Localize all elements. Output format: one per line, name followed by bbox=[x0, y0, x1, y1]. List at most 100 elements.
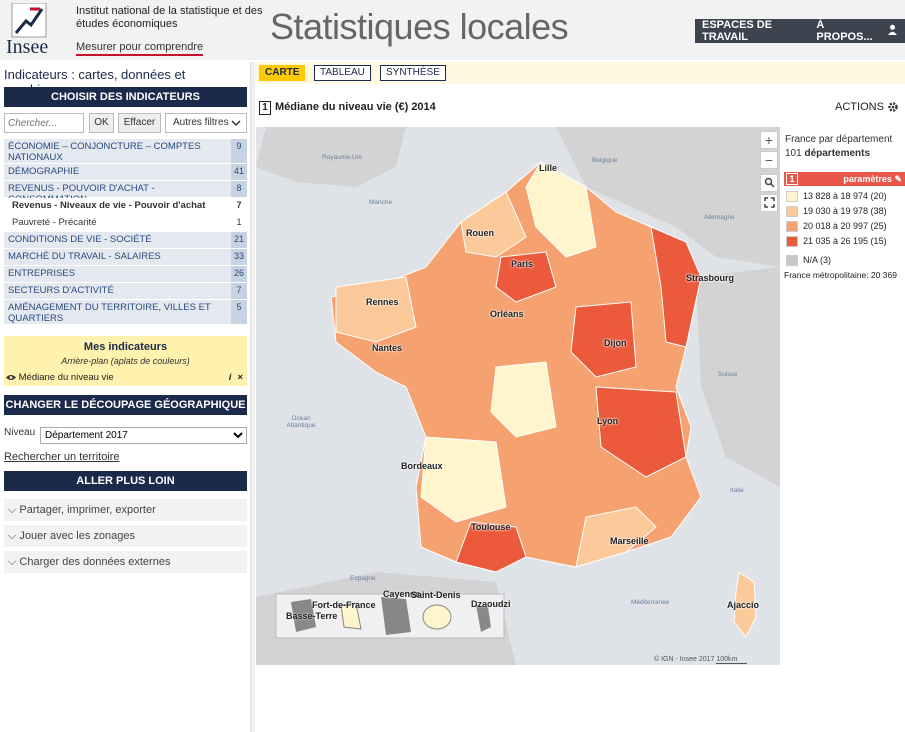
insee-logo[interactable] bbox=[4, 3, 60, 57]
subcategory-pauvrete[interactable]: Pauvreté - Précarité 1 bbox=[4, 215, 247, 232]
legend-number: 1 bbox=[786, 173, 798, 185]
map-attribution: © IGN - Insee 2017 100km bbox=[654, 656, 748, 664]
level-label: Niveau bbox=[4, 427, 36, 438]
level-select[interactable]: Département 2017 bbox=[40, 427, 247, 444]
legend-count: 101 bbox=[785, 148, 802, 159]
accordion-share[interactable]: ⌵ Partager, imprimer, exporter bbox=[4, 499, 247, 521]
my-indicator-item[interactable]: Médiane du niveau vie i × bbox=[6, 372, 245, 383]
category-conditions-vie[interactable]: CONDITIONS DE VIE - SOCIÉTÉ 21 bbox=[4, 232, 247, 249]
legend-swatch bbox=[786, 206, 798, 218]
top-nav: ESPACES DE TRAVAIL À PROPOS... bbox=[695, 19, 905, 43]
legend-class-label: 19 030 à 19 978 (38) bbox=[803, 206, 887, 216]
tab-carte[interactable]: CARTE bbox=[259, 65, 306, 81]
tagline: Mesurer pour comprendre bbox=[76, 41, 204, 56]
user-icon[interactable] bbox=[880, 24, 905, 38]
city-label: Rennes bbox=[366, 297, 399, 307]
search-row: OK Effacer Autres filtres bbox=[4, 113, 247, 133]
actions-menu[interactable]: ACTIONS bbox=[835, 101, 899, 113]
region-label: Manche bbox=[369, 199, 393, 206]
map-canvas bbox=[256, 127, 780, 665]
nav-workspaces[interactable]: ESPACES DE TRAVAIL bbox=[702, 19, 773, 43]
legend-unit: départements bbox=[804, 148, 871, 159]
city-label: Orléans bbox=[490, 309, 524, 319]
accordion-label: Jouer avec les zonages bbox=[19, 530, 135, 542]
info-icon[interactable]: i bbox=[228, 372, 232, 383]
subcategory-niveaux-vie[interactable]: Revenus - Niveaux de vie - Pouvoir d'ach… bbox=[4, 198, 247, 215]
legend-params: paramètres ✎ bbox=[843, 172, 902, 186]
city-label: Rouen bbox=[466, 228, 494, 238]
category-label: Pauvreté - Précarité bbox=[12, 217, 97, 228]
search-input[interactable] bbox=[4, 113, 84, 133]
category-count: 5 bbox=[231, 300, 247, 324]
tab-synthese[interactable]: SYNTHÈSE bbox=[380, 65, 446, 81]
category-label: DÉMOGRAPHIE bbox=[8, 166, 80, 177]
region-label: Océan Atlantique bbox=[286, 415, 316, 429]
change-geography-button[interactable]: CHANGER LE DÉCOUPAGE GÉOGRAPHIQUE bbox=[4, 395, 247, 415]
chevron-down-icon: ⌵ bbox=[8, 504, 20, 516]
category-marche-travail[interactable]: MARCHÉ DU TRAVAIL - SALAIRES 33 bbox=[4, 249, 247, 266]
legend-params-bar[interactable]: 1 paramètres ✎ bbox=[784, 172, 905, 186]
ok-button[interactable]: OK bbox=[89, 113, 114, 133]
header: Insee Institut national de la statistiqu… bbox=[0, 0, 905, 60]
category-amenagement[interactable]: AMÉNAGEMENT DU TERRITOIRE, VILLES ET QUA… bbox=[4, 300, 247, 325]
filters-label: Autres filtres bbox=[173, 117, 229, 128]
gear-icon bbox=[888, 102, 898, 112]
clear-button[interactable]: Effacer bbox=[118, 113, 161, 133]
accordion-external-data[interactable]: ⌵ Charger des données externes bbox=[4, 551, 247, 573]
nav-about[interactable]: À PROPOS... bbox=[816, 19, 873, 43]
category-count: 1 bbox=[231, 215, 247, 231]
actions-label: ACTIONS bbox=[835, 101, 884, 113]
institute-name: Institut national de la statistique et d… bbox=[76, 5, 263, 30]
legend-swatch bbox=[786, 221, 798, 233]
city-label: Nantes bbox=[372, 343, 403, 353]
chevron-down-icon: ⌵ bbox=[8, 530, 20, 542]
region-label: Belgique bbox=[592, 157, 618, 164]
region-label: Espagne bbox=[350, 575, 376, 582]
legend-france-value: France métropolitaine: 20 369 bbox=[784, 270, 897, 280]
choropleth-map[interactable]: + − Lille Rouen Paris Strasbourg Rennes … bbox=[256, 127, 780, 665]
params-label: paramètres bbox=[843, 174, 892, 184]
city-label: Marseille bbox=[610, 536, 649, 546]
overseas-label: Fort-de-France bbox=[312, 600, 376, 610]
zoom-out-button[interactable]: − bbox=[760, 151, 778, 169]
splitter[interactable] bbox=[250, 62, 255, 732]
go-further-button[interactable]: ALLER PLUS LOIN bbox=[4, 471, 247, 491]
choose-indicators-button[interactable]: CHOISIR DES INDICATEURS bbox=[4, 87, 247, 107]
app-title: Statistiques locales bbox=[270, 6, 569, 47]
my-indicator-label: Médiane du niveau vie bbox=[18, 372, 114, 383]
legend-swatch bbox=[786, 191, 798, 203]
fullscreen-icon[interactable] bbox=[760, 194, 778, 212]
category-secteurs[interactable]: SECTEURS D'ACTIVITÉ 7 bbox=[4, 283, 247, 300]
legend-swatch bbox=[786, 255, 798, 267]
my-indicators-subtitle: Arrière-plan (aplats de couleurs) bbox=[61, 356, 190, 366]
category-demographie[interactable]: DÉMOGRAPHIE 41 bbox=[4, 164, 247, 181]
accordion-label: Partager, imprimer, exporter bbox=[19, 504, 156, 516]
accordion-zoning[interactable]: ⌵ Jouer avec les zonages bbox=[4, 525, 247, 547]
close-icon[interactable]: × bbox=[237, 372, 243, 383]
search-territory-link[interactable]: Rechercher un territoire bbox=[4, 451, 120, 463]
category-count: 26 bbox=[231, 266, 247, 282]
category-entreprises[interactable]: ENTREPRISES 26 bbox=[4, 266, 247, 283]
category-count: 41 bbox=[231, 164, 247, 180]
region-label: Suisse bbox=[718, 371, 738, 378]
filters-dropdown[interactable]: Autres filtres bbox=[165, 113, 247, 133]
legend-class-row: 13 828 à 18 974 (20) bbox=[786, 190, 887, 203]
region-label: Royaume-Uni bbox=[322, 154, 362, 161]
category-revenus[interactable]: REVENUS - POUVOIR D'ACHAT - CONSOMMATION… bbox=[4, 181, 247, 205]
eye-icon[interactable] bbox=[6, 374, 16, 381]
level-selector: Niveau Département 2017 bbox=[4, 427, 247, 445]
accordion-label: Charger des données externes bbox=[19, 556, 171, 568]
my-indicators-title: Mes indicateurs bbox=[83, 341, 168, 353]
indicator-label: Médiane du niveau vie (€) 2014 bbox=[275, 101, 436, 113]
category-count: 8 bbox=[231, 181, 247, 197]
tab-tableau[interactable]: TABLEAU bbox=[314, 65, 371, 81]
city-label: Paris bbox=[511, 259, 534, 269]
search-icon[interactable] bbox=[760, 174, 778, 192]
region-label: Méditerranée bbox=[631, 599, 670, 606]
overseas-label: Saint-Denis bbox=[411, 590, 461, 600]
my-indicator-actions: i × bbox=[229, 372, 243, 383]
zoom-in-button[interactable]: + bbox=[760, 131, 778, 149]
category-economie[interactable]: ÉCONOMIE – CONJONCTURE – COMPTES NATIONA… bbox=[4, 139, 247, 164]
category-label: ÉCONOMIE – CONJONCTURE – COMPTES NATIONA… bbox=[8, 141, 201, 163]
legend-class-row: 20 018 à 20 997 (25) bbox=[786, 220, 887, 233]
